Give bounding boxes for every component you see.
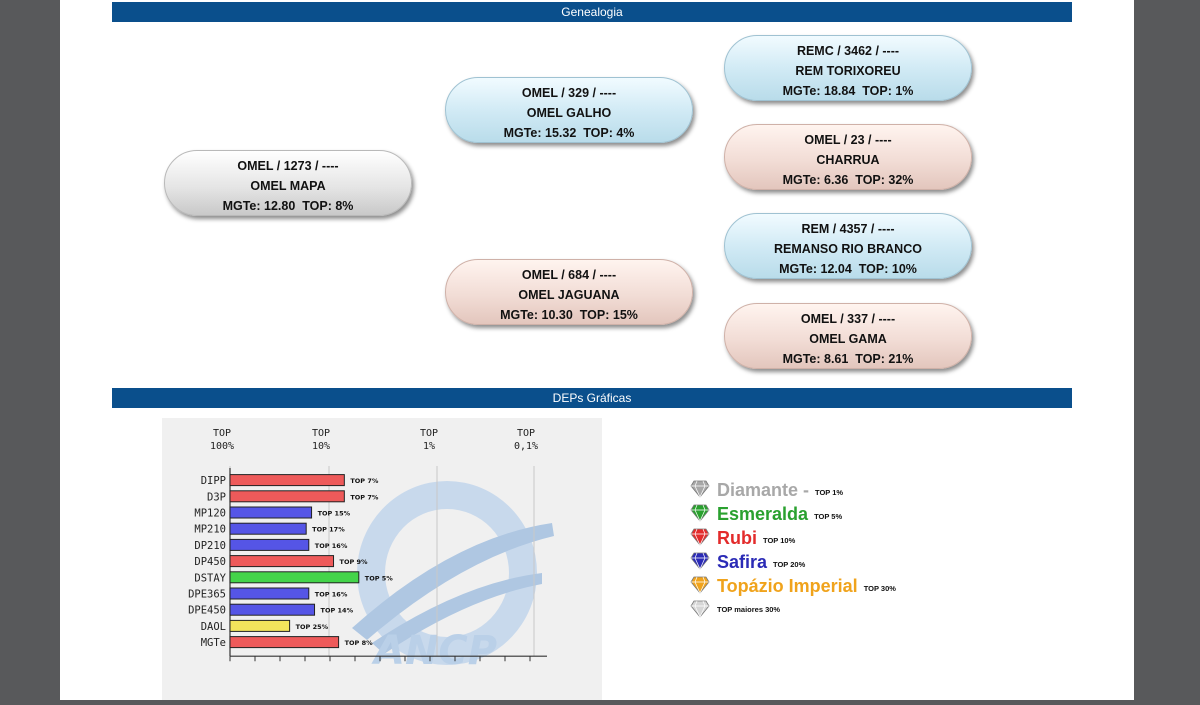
chart-bar-label: TOP 14% <box>321 607 354 615</box>
chart-axis-top-labels: TOP 100% TOP 10% TOP 1% TOP 0,1% <box>210 428 538 452</box>
pgs-mgte: MGTe: 15.32 <box>503 126 577 140</box>
chart-bar-label: TOP 16% <box>315 591 348 599</box>
chart-bar <box>229 538 310 551</box>
chart-bar <box>229 603 316 616</box>
watermark-text: ANCP <box>371 628 497 674</box>
chart-bar-label: TOP 17% <box>312 526 345 534</box>
sire-top: TOP: 8% <box>302 199 354 213</box>
chart-bar <box>229 522 307 535</box>
ggs1-mgte: MGTe: 18.84 <box>782 84 856 98</box>
pedigree-great-grandsire-1[interactable]: REMC / 3462 / ---- REM TORIXOREU MGTe: 1… <box>724 35 972 101</box>
chart-category-label: DPE450 <box>188 605 226 617</box>
legend-gem-name: Rubi <box>717 528 757 548</box>
ggd2-top: TOP: 21% <box>855 352 914 366</box>
genealogy-header: Genealogia <box>112 2 1072 22</box>
chart-category-labels: DIPP D3P MP120 MP210 DP210 DP450 DSTAY DPE365 DP… <box>188 475 227 649</box>
chart-bar-label: TOP 7% <box>350 493 379 501</box>
chart-top-label: TOP 0,1% <box>514 428 538 452</box>
ggd1-mgte: MGTe: 6.36 <box>782 173 849 187</box>
chart-bar <box>229 636 340 649</box>
pgd-top: TOP: 15% <box>579 308 638 322</box>
legend-gem-name: Diamante - <box>717 480 810 500</box>
gem-diamond-icon <box>690 480 710 498</box>
ggs2-top: TOP: 10% <box>858 262 917 276</box>
legend-gem-name: Esmeralda <box>717 504 809 524</box>
chart-bar <box>229 506 313 519</box>
chart-bar-label: TOP 7% <box>350 477 379 485</box>
pgd-mgte: MGTe: 10.30 <box>500 308 573 322</box>
ggd1-code: OMEL / 23 / ---- <box>804 133 892 147</box>
sire-code: OMEL / 1273 / ---- <box>237 159 339 173</box>
chart-bar-label: TOP 9% <box>340 558 369 566</box>
ggd2-name: OMEL GAMA <box>809 332 887 346</box>
ggs2-code: REM / 4357 / ---- <box>801 222 895 236</box>
gem-emerald-icon <box>690 504 710 522</box>
chart-bar <box>229 571 360 584</box>
legend-top-label: TOP 1% <box>815 488 844 497</box>
legend-gem-name: Topázio Imperial <box>717 576 858 596</box>
chart-bar <box>229 587 310 600</box>
gem-ruby-icon <box>690 528 710 546</box>
dep-bar-chart: ANCP TOP 100% TOP 10% TOP 1% TOP 0,1% DIPP D3P MP… <box>188 428 554 674</box>
chart-category-label: DIPP <box>201 475 226 487</box>
legend-top-label: TOP 20% <box>773 560 806 569</box>
ggd1-top: TOP: 32% <box>855 173 914 187</box>
report-page: Genealogia OMEL / 1273 / ---- OMEL MAPA … <box>60 0 1134 700</box>
ggd1-name: CHARRUA <box>816 153 880 167</box>
gem-sapphire-icon <box>690 552 710 570</box>
pedigree-great-granddam-1[interactable]: OMEL / 23 / ---- CHARRUA MGTe: 6.36 TOP:… <box>724 124 972 190</box>
pedigree-sire[interactable]: OMEL / 1273 / ---- OMEL MAPA MGTe: 12.80… <box>164 150 412 216</box>
chart-bar <box>229 619 291 632</box>
pgd-code: OMEL / 684 / ---- <box>521 268 617 282</box>
ggs1-top: TOP: 1% <box>862 84 914 98</box>
chart-bar <box>229 474 345 487</box>
ggs1-code: REMC / 3462 / ---- <box>796 44 900 58</box>
ggs2-name: REMANSO RIO BRANCO <box>774 242 922 256</box>
legend-top-label: TOP maiores 30% <box>717 605 781 614</box>
chart-category-label: DSTAY <box>194 572 226 584</box>
chart-category-label: DP210 <box>194 540 226 552</box>
chart-bar-label: TOP 25% <box>296 623 329 631</box>
pgs-name: OMEL GALHO <box>526 106 612 120</box>
gem-topaz-icon <box>690 576 710 594</box>
pgs-code: OMEL / 329 / ---- <box>521 86 617 100</box>
ggs1-name: REM TORIXOREU <box>795 64 901 78</box>
chart-bar <box>229 490 345 503</box>
chart-bar <box>229 555 335 568</box>
dep-chart-panel: ANCP TOP 100% TOP 10% TOP 1% TOP 0,1% DIPP D3P MP… <box>162 418 602 700</box>
chart-top-label: TOP 1% <box>420 428 438 452</box>
deps-header: DEPs Gráficas <box>112 388 1072 408</box>
chart-category-label: DP450 <box>194 556 226 568</box>
legend-gem-name: Safira <box>717 552 768 572</box>
chart-bars: TOP 7% TOP 7% TOP 15% TOP 17% TOP 16% TOP 9% T… <box>229 474 394 649</box>
pedigree-paternal-grandsire[interactable]: OMEL / 329 / ---- OMEL GALHO MGTe: 15.32… <box>445 77 693 143</box>
ggd2-code: OMEL / 337 / ---- <box>800 312 896 326</box>
sire-name: OMEL MAPA <box>250 179 326 193</box>
pedigree-great-granddam-2[interactable]: OMEL / 337 / ---- OMEL GAMA MGTe: 8.61 T… <box>724 303 972 369</box>
pedigree-paternal-granddam[interactable]: OMEL / 684 / ---- OMEL JAGUANA MGTe: 10.… <box>445 259 693 325</box>
chart-top-label: TOP 10% <box>312 428 330 452</box>
pedigree-great-grandsire-2[interactable]: REM / 4357 / ---- REMANSO RIO BRANCO MGT… <box>724 213 972 279</box>
chart-category-label: DAOL <box>201 621 226 633</box>
legend-top-label: TOP 5% <box>814 512 843 521</box>
chart-top-label: TOP 100% <box>210 428 234 452</box>
legend-top-label: TOP 30% <box>863 584 896 593</box>
chart-bar-label: TOP 8% <box>345 639 374 647</box>
ancp-watermark: ANCP <box>352 481 554 674</box>
chart-category-label: DPE365 <box>188 589 226 601</box>
ggd2-mgte: MGTe: 8.61 <box>782 352 849 366</box>
legend-top-label: TOP 10% <box>763 536 796 545</box>
chart-category-label: MGTe <box>201 637 226 649</box>
ggs2-mgte: MGTe: 12.04 <box>779 262 852 276</box>
chart-bar-label: TOP 15% <box>318 510 351 518</box>
gem-plain-icon <box>690 600 710 618</box>
pgd-name: OMEL JAGUANA <box>518 288 620 302</box>
chart-category-label: D3P <box>207 491 226 503</box>
pgs-top: TOP: 4% <box>583 126 635 140</box>
chart-bar-label: TOP 5% <box>365 574 394 582</box>
chart-category-label: MP120 <box>194 508 226 520</box>
chart-bar-label: TOP 16% <box>315 542 348 550</box>
chart-category-label: MP210 <box>194 524 226 536</box>
sire-mgte: MGTe: 12.80 <box>222 199 296 213</box>
